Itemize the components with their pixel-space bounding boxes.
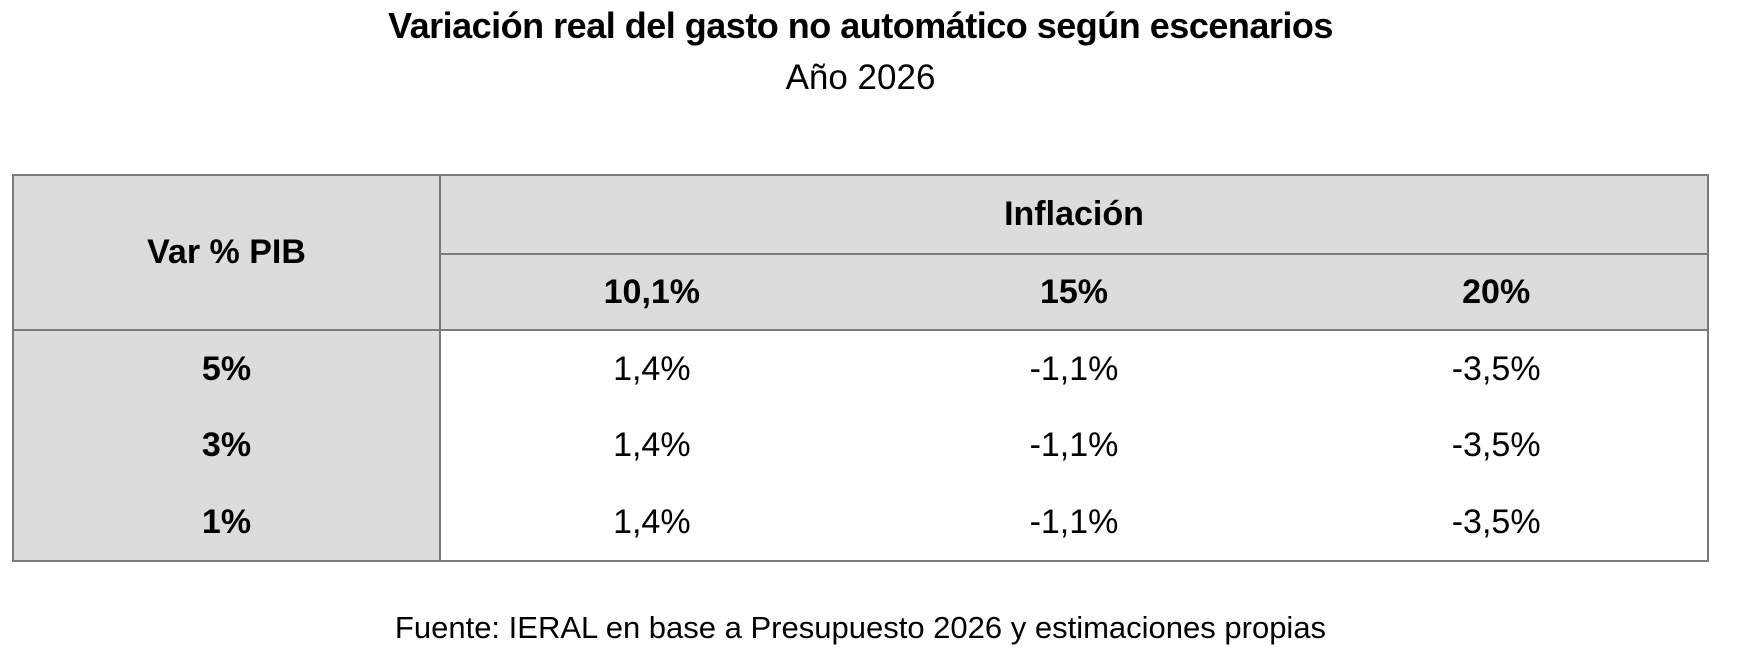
cell-pib3-inf20: -3,5% — [1285, 407, 1708, 484]
cell-pib1-inf10-1: 1,4% — [440, 484, 863, 561]
row-label-pib-1: 1% — [13, 484, 441, 561]
figure-title: Variación real del gasto no automático s… — [388, 5, 1333, 46]
scenarios-table: Var % PIB Inflación 10,1% 15% 20% 5% 1,4… — [12, 174, 1709, 562]
table-header: Var % PIB Inflación 10,1% 15% 20% — [13, 175, 1708, 331]
column-header-inflacion-20: 20% — [1285, 254, 1708, 331]
row-axis-header: Var % PIB — [13, 175, 441, 331]
table-row-pib-3: 3% 1,4% -1,1% -3,5% — [13, 407, 1708, 484]
source-note: Fuente: IERAL en base a Presupuesto 2026… — [394, 610, 1327, 645]
column-header-row: 10,1% 15% 20% — [13, 254, 1708, 331]
cell-pib5-inf20: -3,5% — [1285, 330, 1708, 407]
column-header-inflacion-10-1: 10,1% — [440, 254, 863, 331]
cell-pib1-inf15: -1,1% — [862, 484, 1286, 561]
row-label-pib-3: 3% — [13, 407, 441, 484]
table-row-pib-1: 1% 1,4% -1,1% -3,5% — [13, 484, 1708, 561]
cell-pib5-inf15: -1,1% — [862, 330, 1286, 407]
cell-pib3-inf15: -1,1% — [862, 407, 1286, 484]
cell-pib1-inf20: -3,5% — [1285, 484, 1708, 561]
column-header-inflacion-15: 15% — [862, 254, 1286, 331]
column-group-header: Inflación — [440, 175, 1708, 255]
cell-pib5-inf10-1: 1,4% — [440, 330, 863, 407]
cell-pib3-inf10-1: 1,4% — [440, 407, 863, 484]
figure-subtitle: Año 2026 — [785, 58, 936, 97]
table-row-pib-5: 5% 1,4% -1,1% -3,5% — [13, 330, 1708, 407]
group-header-row: Var % PIB Inflación — [13, 175, 1708, 331]
table-body: 5% 1,4% -1,1% -3,5% 3% 1,4% -1,1% -3,5% … — [13, 330, 1708, 561]
row-label-pib-5: 5% — [13, 330, 441, 407]
